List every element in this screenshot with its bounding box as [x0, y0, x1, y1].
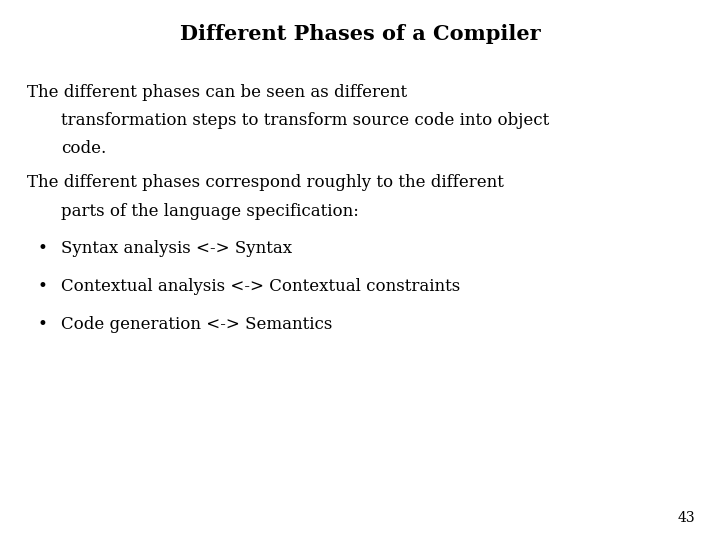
Text: Contextual analysis <-> Contextual constraints: Contextual analysis <-> Contextual const…: [61, 278, 461, 295]
Text: Different Phases of a Compiler: Different Phases of a Compiler: [180, 24, 540, 44]
Text: •: •: [37, 278, 48, 295]
Text: 43: 43: [678, 511, 695, 525]
Text: The different phases can be seen as different: The different phases can be seen as diff…: [27, 84, 408, 100]
Text: code.: code.: [61, 140, 107, 157]
Text: Code generation <-> Semantics: Code generation <-> Semantics: [61, 316, 333, 333]
Text: Syntax analysis <-> Syntax: Syntax analysis <-> Syntax: [61, 240, 292, 257]
Text: •: •: [37, 240, 48, 257]
Text: parts of the language specification:: parts of the language specification:: [61, 202, 359, 219]
Text: •: •: [37, 316, 48, 333]
Text: The different phases correspond roughly to the different: The different phases correspond roughly …: [27, 174, 504, 191]
Text: transformation steps to transform source code into object: transformation steps to transform source…: [61, 112, 549, 129]
